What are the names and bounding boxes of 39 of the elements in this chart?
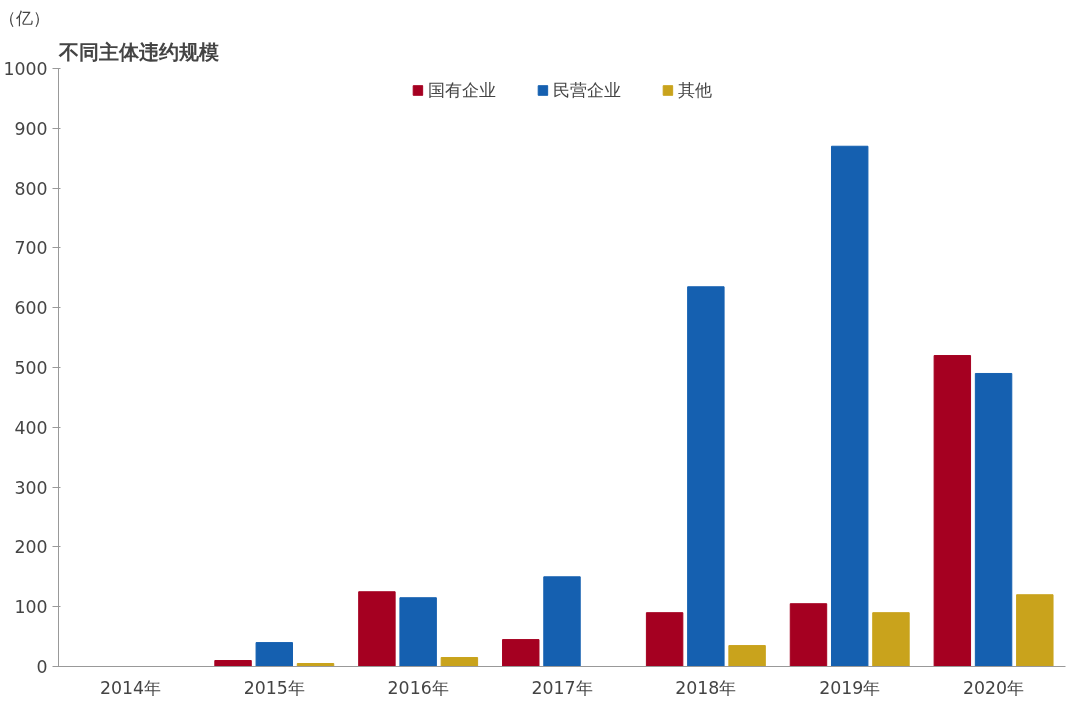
bar <box>502 639 540 667</box>
y-tick-label: 500 <box>14 358 48 378</box>
y-tick-label: 1000 <box>3 59 48 79</box>
bar <box>974 372 1013 667</box>
y-tick-label: 100 <box>14 597 48 618</box>
bar <box>687 286 725 667</box>
y-axis-title: （亿） <box>0 7 50 28</box>
bar <box>543 576 581 667</box>
bar <box>789 603 828 667</box>
y-tick-label: 0 <box>36 657 48 677</box>
bar <box>440 657 479 667</box>
x-tick-label: 2015年 <box>243 677 305 698</box>
bar <box>255 642 294 667</box>
x-tick-label: 2016年 <box>387 677 449 698</box>
bar <box>830 145 869 667</box>
y-tick-label: 700 <box>14 238 48 259</box>
y-tick-label: 300 <box>14 477 48 498</box>
y-tick-label: 600 <box>14 298 48 319</box>
bar <box>214 660 252 667</box>
x-tick-label: 2014年 <box>99 677 161 698</box>
bar <box>728 645 766 667</box>
legend-label: 其他 <box>678 79 712 102</box>
x-tick-label: 2019年 <box>819 677 881 698</box>
bar <box>645 612 684 667</box>
bar <box>358 591 396 667</box>
legend-label: 国有企业 <box>428 79 496 102</box>
bar <box>933 355 972 667</box>
y-tick-label: 800 <box>14 178 48 199</box>
y-tick-label: 400 <box>14 417 48 438</box>
x-tick-label: 2017年 <box>531 677 593 698</box>
x-tick-label: 2020年 <box>963 677 1025 698</box>
y-tick-label: 900 <box>14 118 48 139</box>
chart-title: 不同主体违约规模 <box>57 39 219 64</box>
bar <box>1016 594 1054 667</box>
y-tick-label: 200 <box>14 537 48 558</box>
bar <box>872 612 910 667</box>
bar <box>399 597 437 667</box>
legend-label: 民营企业 <box>553 79 621 102</box>
x-tick-label: 2018年 <box>675 677 737 698</box>
